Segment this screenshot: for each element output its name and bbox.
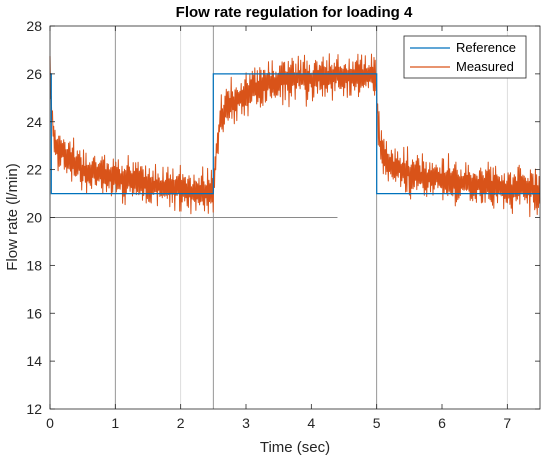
x-axis-ticks: 0 1 2 3 4 5 6 7 (46, 26, 511, 431)
series-measured-line (49, 53, 541, 218)
legend-box (403, 35, 527, 79)
y-tick-label: 14 (26, 353, 42, 369)
y-tick-label: 24 (26, 114, 42, 130)
series-layer (49, 53, 541, 218)
x-axis-label: Time (sec) (260, 439, 330, 456)
y-tick-label: 22 (26, 162, 42, 178)
x-tick-label: 4 (307, 415, 315, 431)
x-tick-label: 6 (438, 415, 446, 431)
x-tick-label: 7 (503, 415, 511, 431)
x-tick-label: 3 (242, 415, 250, 431)
x-tick-label: 5 (373, 415, 381, 431)
y-tick-label: 18 (26, 257, 42, 273)
series-reference-line (50, 73, 540, 195)
legend-reference-label: Reference (456, 40, 516, 55)
legend: Reference Measured (403, 35, 527, 79)
x-tick-label: 2 (177, 415, 185, 431)
x-tick-label: 0 (46, 415, 54, 431)
y-axis-label: Flow rate (l/min) (4, 163, 21, 271)
y-tick-label: 26 (26, 66, 42, 82)
legend-measured-label: Measured (456, 59, 514, 74)
y-tick-label: 16 (26, 305, 42, 321)
y-tick-label: 28 (26, 18, 42, 34)
x-tick-label: 1 (111, 415, 119, 431)
chart-title: Flow rate regulation for loading 4 (176, 4, 413, 21)
y-axis-ticks: 12 14 16 18 20 22 24 26 28 (26, 18, 540, 417)
y-tick-label: 20 (26, 210, 42, 226)
y-tick-label: 12 (26, 401, 42, 417)
